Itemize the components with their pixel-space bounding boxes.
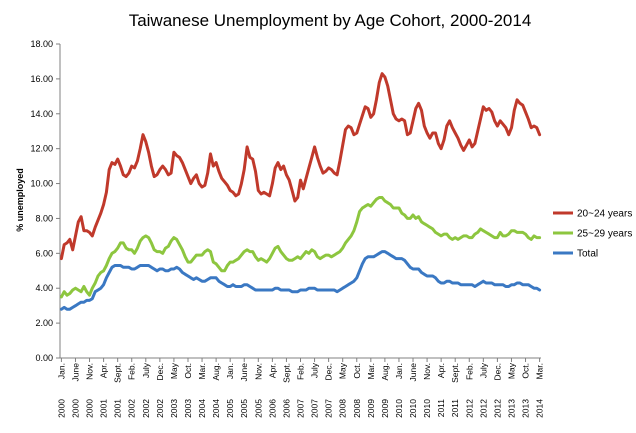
- series-line-total: [59, 250, 542, 311]
- x-tick-year: 2002: [127, 399, 137, 418]
- x-tick-month: Dec.: [324, 363, 334, 380]
- y-tick-label: 10.00: [30, 179, 53, 189]
- x-tick-year: 2005: [253, 399, 263, 418]
- y-axis: 0.00 2.00 4.00 6.00 8.00 10.00 12.00 14.00 16.00…: [30, 39, 61, 363]
- x-axis: Jan. 2000 June 2000 Nov. 2000 Apr. 2001 Sept. 200…: [56, 357, 545, 418]
- x-tick-month: Feb.: [464, 363, 474, 380]
- x-tick-year: 2013: [521, 399, 531, 418]
- x-tick-year: 2000: [85, 399, 95, 418]
- x-tick-year: 2013: [507, 399, 517, 418]
- x-tick-year: 2003: [169, 399, 179, 418]
- x-tick-month: Nov.: [85, 363, 95, 380]
- x-tick-month: Oct.: [183, 363, 193, 379]
- x-tick-month: Aug.: [380, 363, 390, 381]
- x-tick-year: 2002: [141, 399, 151, 418]
- legend: 20~24 years 25~29 years Total: [553, 209, 632, 260]
- legend-label: 20~24 years: [577, 209, 632, 220]
- x-tick-year: 2008: [352, 399, 362, 418]
- x-tick-month: Nov.: [253, 363, 263, 380]
- x-tick-month: June: [408, 363, 418, 382]
- x-tick-year: 2000: [56, 399, 66, 418]
- x-tick-month: Oct.: [352, 363, 362, 379]
- x-tick-year: 2004: [197, 399, 207, 418]
- x-tick-year: 2010: [394, 399, 404, 418]
- x-tick-month: Dec.: [492, 363, 502, 380]
- x-tick-year: 2010: [422, 399, 432, 418]
- x-tick-year: 2009: [380, 399, 390, 418]
- y-tick-label: 4.00: [35, 283, 53, 293]
- y-tick-label: 0.00: [35, 353, 53, 363]
- x-tick-year: 2002: [155, 399, 165, 418]
- series-lines: [59, 72, 542, 311]
- x-tick-month: Sept.: [113, 363, 123, 383]
- x-tick-month: Feb.: [296, 363, 306, 380]
- x-tick-year: 2012: [478, 399, 488, 418]
- x-tick-month: Aug.: [211, 363, 221, 381]
- x-tick-year: 2011: [436, 399, 446, 418]
- chart-title: Taiwanese Unemployment by Age Cohort, 20…: [129, 11, 532, 30]
- x-tick-month: Jan.: [56, 363, 66, 379]
- x-tick-month: Apr.: [99, 363, 109, 378]
- y-tick-label: 8.00: [35, 213, 53, 223]
- x-tick-month: Jan.: [394, 363, 404, 379]
- legend-label: Total: [577, 249, 598, 260]
- x-tick-month: Nov.: [422, 363, 432, 380]
- x-tick-month: July: [310, 362, 320, 378]
- x-tick-month: Sept.: [281, 363, 291, 383]
- x-tick-year: 2005: [225, 399, 235, 418]
- x-tick-month: Oct.: [521, 363, 531, 379]
- x-tick-month: July: [141, 362, 151, 378]
- x-tick-year: 2009: [366, 399, 376, 418]
- x-tick-year: 2007: [296, 399, 306, 418]
- x-tick-year: 2012: [492, 399, 502, 418]
- series-line-20-24-years: [59, 72, 542, 261]
- x-tick-month: June: [71, 363, 81, 382]
- x-tick-year: 2000: [71, 399, 81, 418]
- x-tick-month: Mar.: [535, 363, 545, 380]
- x-tick-month: Sept.: [450, 363, 460, 383]
- x-tick-month: May: [338, 362, 348, 379]
- x-tick-month: July: [478, 362, 488, 378]
- x-tick-month: Feb.: [127, 363, 137, 380]
- x-tick-month: Mar.: [197, 363, 207, 380]
- x-tick-month: Apr.: [436, 363, 446, 378]
- x-tick-month: Dec.: [155, 363, 165, 380]
- y-tick-label: 2.00: [35, 318, 53, 328]
- x-tick-year: 2001: [99, 399, 109, 418]
- x-tick-month: Jan.: [225, 363, 235, 379]
- x-tick-year: 2007: [310, 399, 320, 418]
- y-tick-label: 12.00: [30, 144, 53, 154]
- y-tick-label: 6.00: [35, 248, 53, 258]
- series-line-25-29-years: [59, 196, 542, 299]
- x-tick-year: 2006: [267, 399, 277, 418]
- x-tick-month: Mar.: [366, 363, 376, 380]
- y-axis-label: % unemployed: [15, 168, 25, 232]
- x-tick-month: June: [239, 363, 249, 382]
- x-tick-year: 2005: [239, 399, 249, 418]
- x-tick-year: 2003: [183, 399, 193, 418]
- x-tick-year: 2001: [113, 399, 123, 418]
- y-tick-label: 14.00: [30, 109, 53, 119]
- x-tick-year: 2011: [450, 399, 460, 418]
- x-tick-year: 2007: [324, 399, 334, 418]
- y-tick-label: 16.00: [30, 74, 53, 84]
- x-tick-year: 2012: [464, 399, 474, 418]
- x-tick-month: May: [507, 362, 517, 379]
- x-tick-month: Apr.: [267, 363, 277, 378]
- legend-label: 25~29 years: [577, 229, 632, 240]
- x-tick-year: 2004: [211, 399, 221, 418]
- y-tick-label: 18.00: [30, 39, 53, 49]
- x-tick-month: May: [169, 362, 179, 379]
- x-tick-year: 2006: [281, 399, 291, 418]
- x-tick-year: 2008: [338, 399, 348, 418]
- x-tick-year: 2010: [408, 399, 418, 418]
- x-tick-year: 2014: [535, 399, 545, 418]
